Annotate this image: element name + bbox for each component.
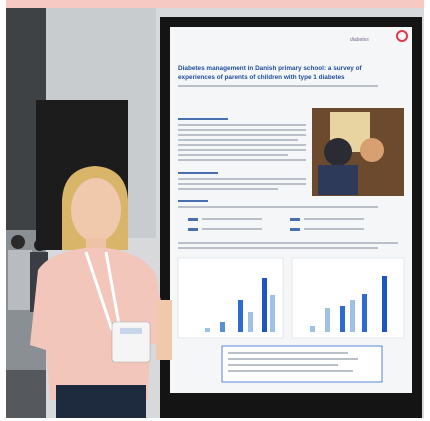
floor <box>6 370 46 418</box>
poster-title: Diabetes management in Danish primary sc… <box>178 65 362 72</box>
poster-logo-icon <box>396 30 408 42</box>
person-head <box>11 235 25 249</box>
poster-logo-text: diabetes <box>350 37 369 43</box>
poster-photo-person <box>318 165 358 195</box>
poster-text-lines <box>178 85 398 249</box>
poster-photo-child <box>360 138 384 162</box>
person-body <box>8 250 32 310</box>
poster-chart <box>177 257 405 339</box>
bottom-edge <box>0 418 430 421</box>
poster-photo-person <box>324 138 352 166</box>
poster-box-lines <box>228 352 358 372</box>
top-strip <box>6 0 424 8</box>
poster-title: experiences of parents of children with … <box>178 74 345 81</box>
woman <box>30 166 172 421</box>
